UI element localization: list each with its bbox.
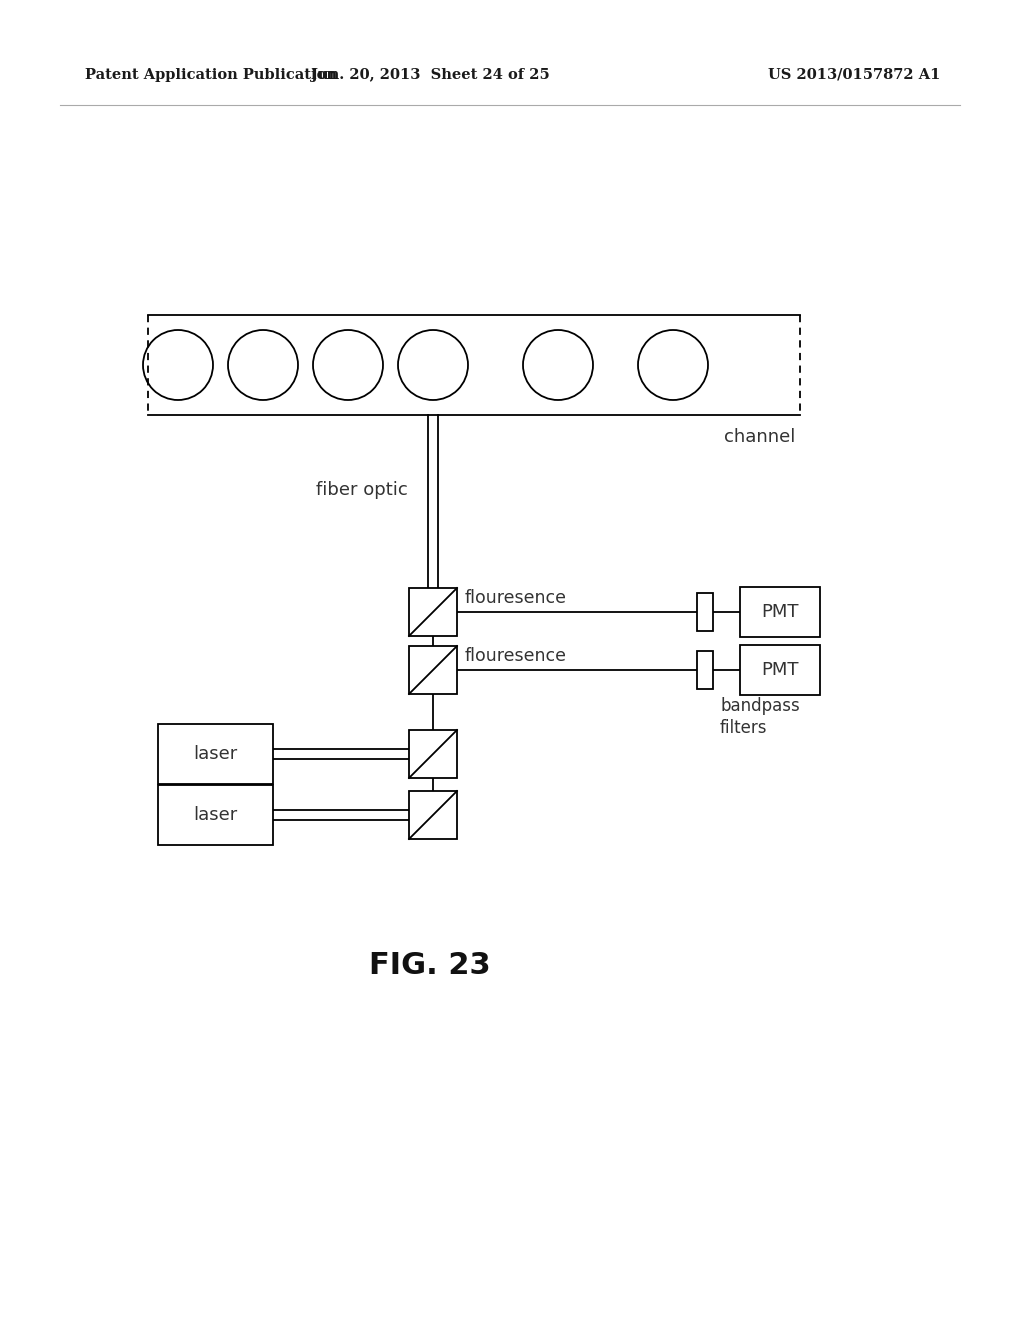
Bar: [409, 645, 457, 694]
Bar: [409, 730, 457, 777]
Bar: [409, 791, 457, 840]
Text: fiber optic: fiber optic: [316, 480, 408, 499]
Text: Jun. 20, 2013  Sheet 24 of 25: Jun. 20, 2013 Sheet 24 of 25: [310, 69, 549, 82]
Bar: [740, 645, 820, 696]
Circle shape: [523, 330, 593, 400]
Text: flouresence: flouresence: [465, 589, 567, 607]
Bar: [158, 723, 272, 784]
Text: Patent Application Publication: Patent Application Publication: [85, 69, 337, 82]
Text: US 2013/0157872 A1: US 2013/0157872 A1: [768, 69, 940, 82]
Text: laser: laser: [193, 744, 238, 763]
Text: PMT: PMT: [761, 661, 799, 678]
Text: laser: laser: [193, 807, 238, 824]
Bar: [409, 587, 457, 636]
Circle shape: [143, 330, 213, 400]
Text: bandpass
filters: bandpass filters: [720, 697, 800, 737]
Bar: [697, 593, 713, 631]
Circle shape: [228, 330, 298, 400]
Circle shape: [638, 330, 708, 400]
Text: flouresence: flouresence: [465, 647, 567, 665]
Circle shape: [313, 330, 383, 400]
Circle shape: [398, 330, 468, 400]
Bar: [740, 587, 820, 638]
Bar: [158, 785, 272, 845]
Text: channel: channel: [724, 428, 795, 446]
Bar: [697, 651, 713, 689]
Text: FIG. 23: FIG. 23: [370, 950, 490, 979]
Text: PMT: PMT: [761, 603, 799, 620]
